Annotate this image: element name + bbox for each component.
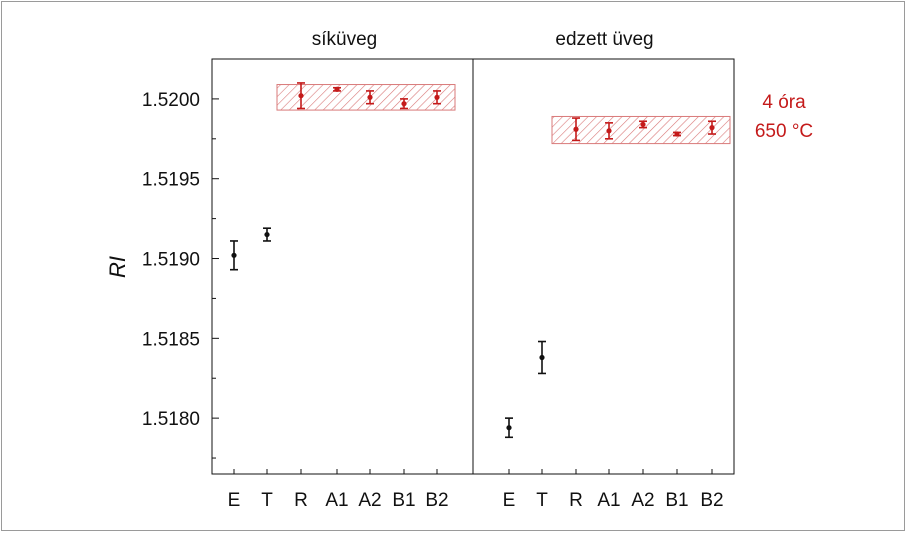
- data-point: [434, 94, 440, 100]
- x-tick-label: E: [503, 490, 516, 511]
- y-tick-label: 1.5185: [142, 329, 200, 350]
- x-tick-label: R: [294, 490, 308, 511]
- y-tick-label: 1.5200: [142, 90, 200, 111]
- x-tick-label: T: [261, 490, 273, 511]
- x-tick-label: R: [569, 490, 583, 511]
- y-tick-label: 1.5190: [142, 250, 200, 271]
- x-tick-label: A1: [597, 490, 620, 511]
- data-point: [264, 231, 270, 238]
- y-tick-label: 1.5180: [142, 409, 200, 430]
- data-point: [401, 101, 407, 107]
- data-point: [640, 121, 646, 128]
- hatched-band: [276, 84, 456, 111]
- annotation-line: 650 °C: [755, 121, 813, 142]
- data-point: [539, 354, 545, 361]
- data-point: [506, 425, 512, 431]
- data-point: [709, 125, 715, 131]
- y-tick-label: 1.5195: [142, 170, 200, 191]
- x-tick-label: B1: [392, 490, 415, 511]
- data-point: [606, 128, 612, 134]
- panel-title: edzett üveg: [555, 29, 653, 50]
- x-tick-label: A2: [358, 490, 381, 511]
- data-point: [334, 86, 340, 92]
- x-tick-label: A1: [325, 490, 348, 511]
- x-tick-label: B2: [700, 490, 723, 511]
- panel-title: síküveg: [312, 29, 377, 50]
- x-tick-label: B1: [665, 490, 688, 511]
- data-point: [573, 126, 579, 132]
- data-point: [367, 94, 373, 100]
- x-tick-label: B2: [425, 490, 448, 511]
- x-tick-label: T: [536, 490, 548, 511]
- annotation-line: 4 óra: [762, 92, 806, 113]
- data-point: [231, 252, 237, 258]
- y-axis-label: RI: [105, 256, 130, 278]
- x-tick-label: E: [228, 490, 241, 511]
- x-tick-label: A2: [631, 490, 654, 511]
- data-point: [674, 131, 680, 137]
- data-point: [298, 93, 304, 99]
